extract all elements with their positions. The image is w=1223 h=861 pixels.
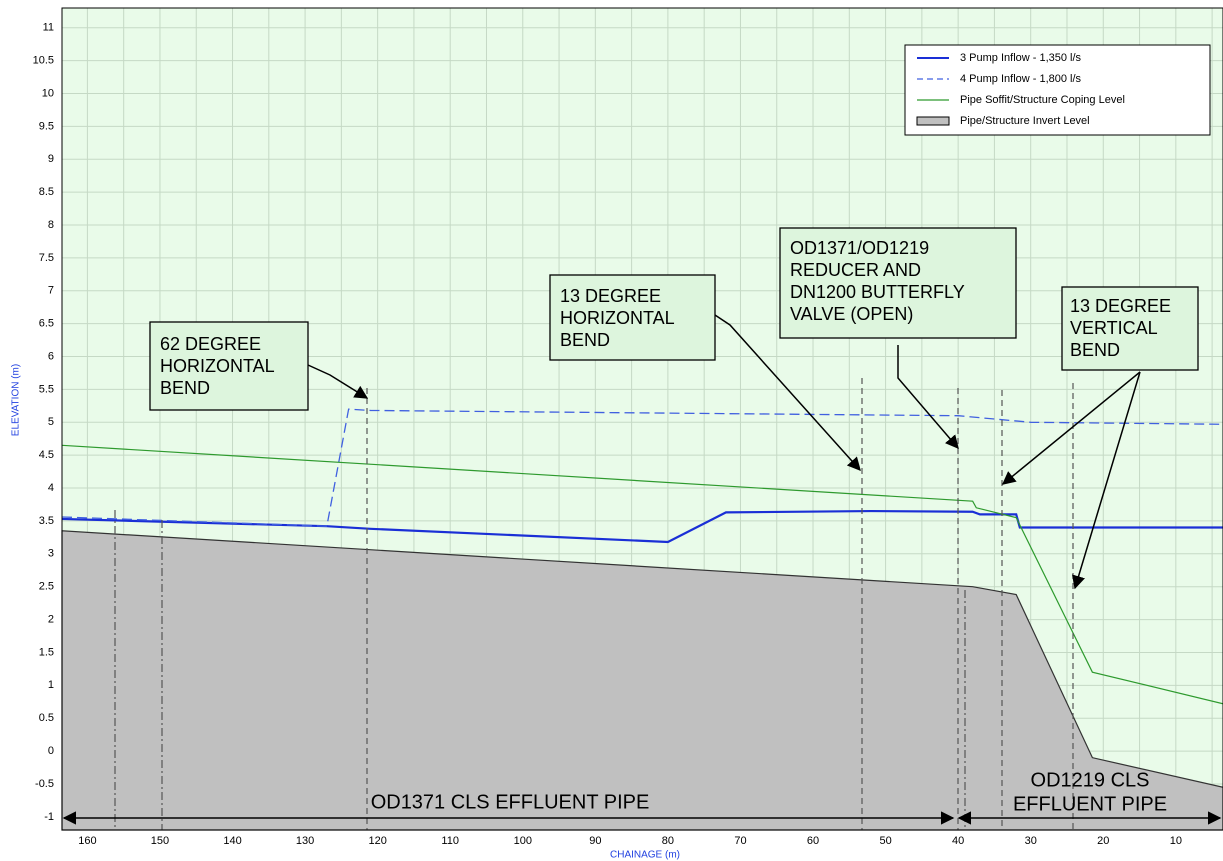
annotation-text: 13 DEGREE (560, 286, 661, 306)
y-tick-label: 2 (48, 613, 54, 625)
x-tick-label: 160 (78, 835, 96, 847)
plot-frame (61, 7, 1223, 831)
y-tick-label: 11 (43, 22, 54, 34)
annotation-text: 13 DEGREE (1070, 296, 1171, 316)
y-axis-label: ELEVATION (m) (11, 364, 22, 436)
x-tick-label: 70 (734, 835, 746, 847)
y-tick-label: -1 (44, 811, 54, 823)
y-tick-label: 8.5 (39, 186, 54, 198)
annotation-text: OD1371/OD1219 (790, 238, 929, 258)
y-tick-label: 6.5 (39, 318, 54, 330)
legend-box (904, 44, 1211, 136)
x-tick-label: 40 (952, 835, 964, 847)
x-tick-label: 50 (879, 835, 891, 847)
x-tick-label: 90 (589, 835, 601, 847)
x-tick-label: 130 (296, 835, 314, 847)
x-tick-label: 140 (223, 835, 241, 847)
y-tick-label: -0.5 (35, 778, 54, 790)
legend-label: 3 Pump Inflow - 1,350 l/s (960, 52, 1082, 64)
annotation-arrow (307, 364, 369, 399)
y-tick-label: 9.5 (39, 120, 54, 132)
legend-label: Pipe/Structure Invert Level (960, 115, 1090, 127)
pipe-label: OD1371 CLS EFFLUENT PIPE (371, 791, 650, 813)
x-tick-label: 150 (151, 835, 169, 847)
x-tick-label: 30 (1025, 835, 1037, 847)
y-tick-label: 0.5 (39, 712, 54, 724)
y-tick-label: 8 (48, 219, 54, 231)
series-line (61, 408, 1223, 527)
annotation-text: VALVE (OPEN) (790, 304, 913, 324)
annotation-text: HORIZONTAL (560, 308, 675, 328)
pipe-label: EFFLUENT PIPE (1013, 793, 1167, 815)
y-tick-label: 6 (48, 350, 54, 362)
y-tick-label: 10 (42, 87, 54, 99)
pipe-label: OD1219 CLS (1031, 769, 1150, 791)
y-tick-label: 1.5 (39, 646, 54, 658)
y-tick-label: 7.5 (39, 252, 54, 264)
y-tick-label: 4.5 (39, 449, 54, 461)
series-line (61, 509, 1223, 544)
y-tick-label: 9 (48, 153, 54, 165)
annotation-text: BEND (160, 378, 210, 398)
y-tick-label: 5 (48, 416, 54, 428)
x-tick-label: 10 (1170, 835, 1182, 847)
annotation-arrow (1001, 371, 1141, 485)
y-tick-label: 4 (48, 482, 54, 494)
y-tick-label: 3 (48, 548, 54, 560)
x-tick-label: 110 (441, 835, 459, 847)
y-tick-label: 5.5 (39, 383, 54, 395)
annotation-text: 62 DEGREE (160, 334, 261, 354)
x-tick-label: 80 (662, 835, 674, 847)
annotation-text: BEND (1070, 340, 1120, 360)
annotation-box (549, 274, 716, 361)
x-axis-label: CHAINAGE (m) (610, 850, 680, 861)
y-tick-label: 1 (48, 679, 54, 691)
invert-area (61, 530, 1223, 831)
annotation-box (779, 227, 1017, 339)
y-tick-label: 2.5 (39, 581, 54, 593)
y-tick-label: 10.5 (33, 55, 54, 67)
annotation-text: REDUCER AND (790, 260, 921, 280)
y-tick-label: 3.5 (39, 515, 54, 527)
annotation-arrow (1072, 371, 1141, 590)
series-line (61, 444, 1223, 705)
x-tick-label: 20 (1097, 835, 1109, 847)
y-tick-label: 7 (48, 285, 54, 297)
annotation-text: BEND (560, 330, 610, 350)
annotation-box (1061, 286, 1199, 371)
annotation-arrow (897, 345, 959, 450)
x-tick-label: 100 (514, 835, 532, 847)
legend-label: Pipe Soffit/Structure Coping Level (960, 94, 1125, 106)
x-tick-label: 60 (807, 835, 819, 847)
annotation-text: HORIZONTAL (160, 356, 275, 376)
y-tick-label: 0 (48, 745, 54, 757)
x-tick-label: 120 (368, 835, 386, 847)
legend-swatch (916, 116, 950, 126)
annotation-text: VERTICAL (1070, 318, 1158, 338)
legend-label: 4 Pump Inflow - 1,800 l/s (960, 73, 1082, 85)
annotation-arrow (714, 314, 861, 472)
annotation-text: DN1200 BUTTERFLY (790, 282, 965, 302)
annotation-box (149, 321, 309, 411)
